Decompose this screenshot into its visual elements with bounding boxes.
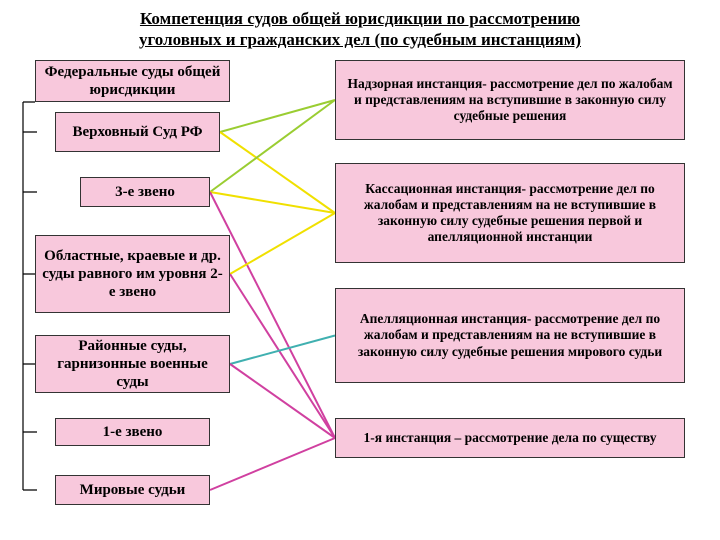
box-magistrate: Мировые судьи: [55, 475, 210, 505]
label-nadzor: Надзорная инстанция- рассмотрение дел по…: [342, 76, 678, 125]
label-district: Районные суды, гарнизонные военные суды: [42, 337, 223, 391]
box-federal: Федеральные суды общей юрисдикции: [35, 60, 230, 102]
title-line-1: Компетенция судов общей юрисдикции по ра…: [140, 9, 580, 28]
box-regional: Областные, краевые и др. суды равного им…: [35, 235, 230, 313]
label-apel: Апелляционная инстанция- рассмотрение де…: [342, 311, 678, 360]
box-third: 3-е звено: [80, 177, 210, 207]
box-kass: Кассационная инстанция- рассмотрение дел…: [335, 163, 685, 263]
box-nadzor: Надзорная инстанция- рассмотрение дел по…: [335, 60, 685, 140]
label-kass: Кассационная инстанция- рассмотрение дел…: [342, 181, 678, 246]
box-apel: Апелляционная инстанция- рассмотрение де…: [335, 288, 685, 383]
box-first: 1-е звено: [55, 418, 210, 446]
label-first: 1-е звено: [103, 423, 163, 441]
label-federal: Федеральные суды общей юрисдикции: [42, 63, 223, 99]
label-magistrate: Мировые судьи: [80, 481, 186, 499]
box-supreme: Верховный Суд РФ: [55, 112, 220, 152]
page-title: Компетенция судов общей юрисдикции по ра…: [30, 8, 690, 51]
label-third: 3-е звено: [115, 183, 175, 201]
label-regional: Областные, краевые и др. суды равного им…: [42, 247, 223, 301]
box-first-inst: 1-я инстанция – рассмотрение дела по сущ…: [335, 418, 685, 458]
label-supreme: Верховный Суд РФ: [72, 123, 202, 141]
title-line-2: уголовных и гражданских дел (по судебным…: [139, 30, 581, 49]
box-district: Районные суды, гарнизонные военные суды: [35, 335, 230, 393]
label-first-inst: 1-я инстанция – рассмотрение дела по сущ…: [364, 430, 657, 446]
